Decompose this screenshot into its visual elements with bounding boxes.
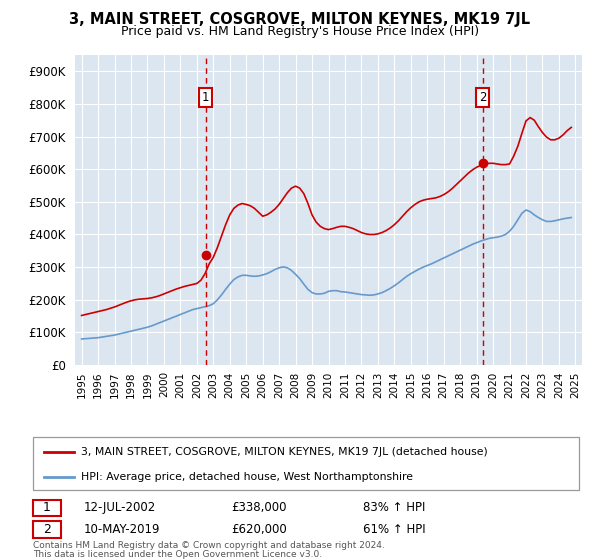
- Text: 2: 2: [43, 522, 51, 536]
- Text: Price paid vs. HM Land Registry's House Price Index (HPI): Price paid vs. HM Land Registry's House …: [121, 25, 479, 38]
- Text: £620,000: £620,000: [231, 522, 287, 536]
- Text: Contains HM Land Registry data © Crown copyright and database right 2024.: Contains HM Land Registry data © Crown c…: [33, 541, 385, 550]
- Text: 2: 2: [479, 91, 487, 104]
- Text: 3, MAIN STREET, COSGROVE, MILTON KEYNES, MK19 7JL (detached house): 3, MAIN STREET, COSGROVE, MILTON KEYNES,…: [81, 447, 488, 457]
- Text: £338,000: £338,000: [231, 501, 287, 515]
- Text: This data is licensed under the Open Government Licence v3.0.: This data is licensed under the Open Gov…: [33, 550, 322, 559]
- Text: 1: 1: [202, 91, 209, 104]
- Text: 61% ↑ HPI: 61% ↑ HPI: [363, 522, 425, 536]
- Text: 12-JUL-2002: 12-JUL-2002: [84, 501, 156, 515]
- Text: 10-MAY-2019: 10-MAY-2019: [84, 522, 161, 536]
- Text: 3, MAIN STREET, COSGROVE, MILTON KEYNES, MK19 7JL: 3, MAIN STREET, COSGROVE, MILTON KEYNES,…: [70, 12, 530, 27]
- Text: HPI: Average price, detached house, West Northamptonshire: HPI: Average price, detached house, West…: [81, 472, 413, 482]
- Text: 83% ↑ HPI: 83% ↑ HPI: [363, 501, 425, 515]
- Text: 1: 1: [43, 501, 51, 515]
